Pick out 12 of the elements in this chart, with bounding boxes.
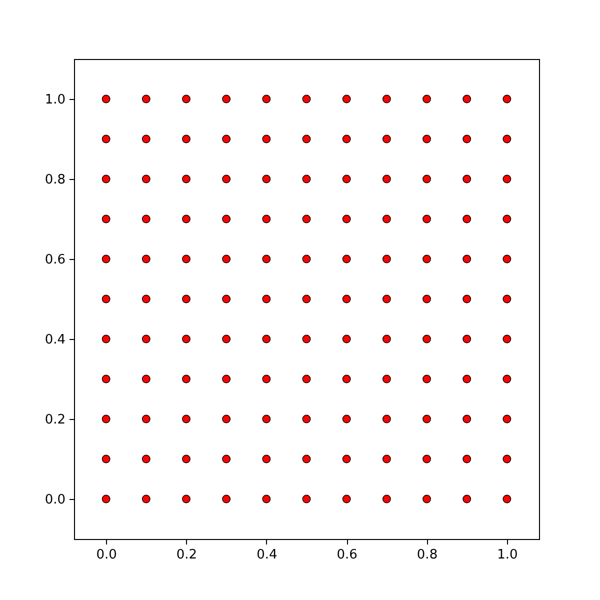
x-tick-label: 0.6 (336, 548, 358, 562)
x-tick-label: 0.4 (256, 548, 278, 562)
y-tick-label: 0.2 (44, 412, 66, 428)
y-tick-label: 0.4 (44, 332, 66, 348)
x-tick-label: 0.8 (416, 548, 438, 562)
y-tick-label: 0.0 (44, 492, 66, 508)
y-tick-label: 0.8 (44, 172, 66, 188)
x-tick-label: 1.0 (497, 548, 518, 562)
x-tick-label: 0.2 (176, 548, 198, 562)
y-tick-label: 1.0 (44, 92, 66, 108)
x-tick-label: 0.0 (96, 548, 117, 562)
y-tick-label: 0.6 (44, 252, 66, 268)
